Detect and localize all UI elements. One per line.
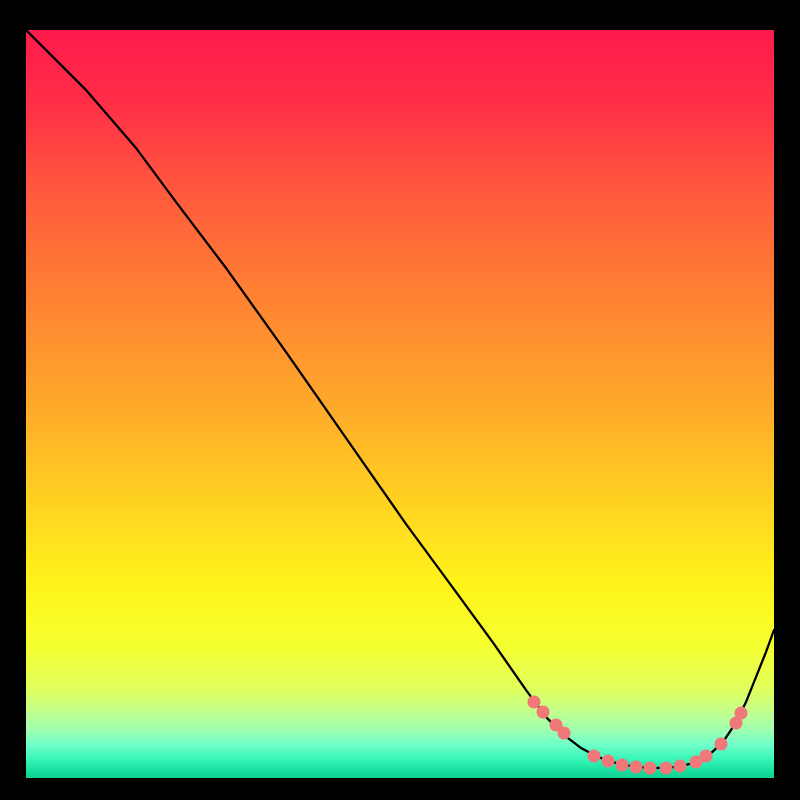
curve-marker (588, 750, 601, 763)
curve-marker (644, 762, 657, 775)
curve-marker (700, 750, 713, 763)
curve-layer (26, 30, 774, 778)
plot-area (26, 30, 774, 778)
curve-marker (735, 707, 748, 720)
curve-marker (630, 761, 643, 774)
curve-marker (602, 755, 615, 768)
curve-marker (660, 762, 673, 775)
bottleneck-curve (26, 30, 774, 768)
curve-marker (558, 727, 571, 740)
curve-markers (528, 696, 748, 775)
curve-marker (537, 706, 550, 719)
curve-marker (674, 760, 687, 773)
curve-marker (616, 759, 629, 772)
curve-marker (528, 696, 541, 709)
curve-marker (715, 738, 728, 751)
